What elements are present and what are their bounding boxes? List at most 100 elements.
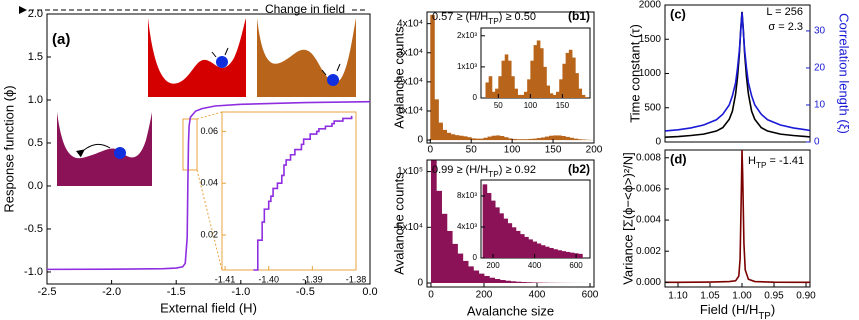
x-tick-label: 600 — [569, 261, 583, 270]
x-tick-label: -1.38 — [346, 274, 367, 284]
histogram-bar — [491, 91, 496, 98]
histogram-bar — [471, 138, 476, 141]
histogram-bar — [495, 88, 499, 98]
text-part: ) — [771, 302, 775, 317]
histogram-bar — [532, 138, 538, 141]
histogram-bar — [527, 79, 531, 98]
histogram-bar — [511, 227, 517, 258]
y-tick-label: 5x10⁴ — [397, 222, 423, 233]
data-line — [665, 149, 810, 284]
text-part: 0.99 ≥ (H/H — [432, 164, 488, 176]
x-tick-label: 150 — [556, 101, 570, 110]
histogram-bar — [573, 138, 579, 141]
histogram-bar — [520, 234, 525, 258]
histogram-bar — [503, 218, 508, 258]
histogram-bar — [514, 88, 518, 98]
y-tick-label: 0 — [473, 253, 478, 262]
y-tick-label: 0.008 — [636, 152, 661, 163]
y-tick-label: 0 — [473, 93, 478, 102]
data-line — [665, 11, 810, 139]
histogram-bar — [520, 94, 525, 98]
y2-axis-title: Correlation length (ξ) — [837, 13, 852, 134]
y-tick-label: 2x10³ — [457, 31, 477, 40]
x-tick-label: 0 — [427, 145, 433, 156]
histogram-bar — [521, 282, 527, 283]
histogram-bar — [561, 251, 567, 258]
y-tick-label: 0.0 — [28, 180, 43, 192]
y-tick-label: 4x10³ — [457, 222, 477, 231]
histogram-bar — [569, 252, 575, 258]
y-tick-label: 2000 — [639, 0, 662, 11]
histogram-bar — [494, 279, 501, 283]
data-line — [46, 100, 371, 271]
histogram-bar — [478, 273, 485, 283]
x-tick-label: 150 — [545, 145, 562, 156]
histogram-bar — [524, 139, 529, 141]
y-tick-label: 4x10⁴ — [397, 18, 423, 29]
histogram-bar — [473, 270, 480, 283]
histogram-bar — [490, 200, 496, 258]
y2-tick-label: 10 — [814, 100, 826, 111]
histogram-bar — [531, 282, 538, 283]
histogram-bar — [532, 241, 538, 258]
y-tick-label: 1.0 — [28, 94, 43, 106]
histogram-bar — [539, 48, 544, 98]
x-tick-label: 600 — [582, 290, 599, 301]
histogram-bar — [565, 251, 571, 258]
plot-frame — [46, 13, 371, 285]
histogram-bar — [546, 85, 551, 98]
histogram-bar — [552, 94, 557, 98]
x-tick-label: 1.05 — [700, 291, 720, 302]
annotation: HTP = -1.41 — [748, 155, 804, 170]
x-tick-label: -1.5 — [167, 286, 186, 298]
histogram-bar — [568, 49, 573, 98]
potential-wells — [57, 18, 356, 186]
plot-frame — [664, 149, 811, 288]
x-tick-label: 1.10 — [668, 291, 688, 302]
y-tick-label: 0 — [417, 278, 423, 289]
histogram-bar — [553, 135, 558, 141]
histogram-bar — [578, 253, 583, 258]
histogram-bar — [446, 230, 453, 283]
histogram-bar — [487, 136, 493, 141]
y-axis-title: Response function (ϕ) — [1, 85, 16, 212]
y-tick-label: 0.06 — [200, 126, 218, 136]
x-tick-label: 0 — [428, 290, 434, 301]
histogram-bar — [479, 138, 484, 141]
histogram-bar — [549, 93, 554, 98]
histogram-bar — [436, 190, 442, 283]
y-tick-label: 1x10³ — [457, 62, 477, 71]
x-tick-label: 50 — [494, 101, 503, 110]
annotation: L = 256 — [766, 6, 803, 18]
histogram-bar — [454, 135, 460, 141]
histogram-bar — [530, 60, 534, 98]
x-tick-label: 200 — [476, 290, 493, 301]
y-axis-title: Variance [Σ(ϕ−<ϕ>)²/N] — [620, 152, 635, 285]
y-tick-label: 0.002 — [636, 246, 661, 257]
histogram-bar — [501, 60, 506, 98]
histogram-bar — [536, 243, 542, 258]
histogram-bar — [533, 45, 538, 98]
data-line — [665, 12, 811, 132]
histogram-bar — [559, 79, 563, 98]
y-tick-label: 0.5 — [28, 137, 43, 149]
text-part: ) ≥ 0.50 — [499, 11, 536, 23]
x-tick-label: -1.39 — [302, 274, 323, 284]
histogram-bar — [458, 135, 464, 141]
y-axis-title: Avalanche counts — [391, 172, 406, 275]
histogram-bar — [463, 136, 468, 141]
y-tick-label: 1500 — [639, 34, 662, 45]
y-tick-label: 0.004 — [636, 215, 661, 226]
histogram-bar — [442, 129, 448, 141]
histogram-bar — [515, 230, 521, 258]
y-tick-label: 0 — [417, 135, 423, 146]
x-tick-label: -1.41 — [215, 274, 236, 284]
x-tick-label: 200 — [486, 261, 500, 270]
histogram-bar — [499, 136, 505, 141]
histogram-bar — [495, 135, 501, 141]
histogram-bar — [511, 76, 515, 98]
text-part: H — [748, 155, 756, 167]
x-tick-label: 0.95 — [764, 291, 784, 302]
x-tick-label: 50 — [466, 145, 478, 156]
